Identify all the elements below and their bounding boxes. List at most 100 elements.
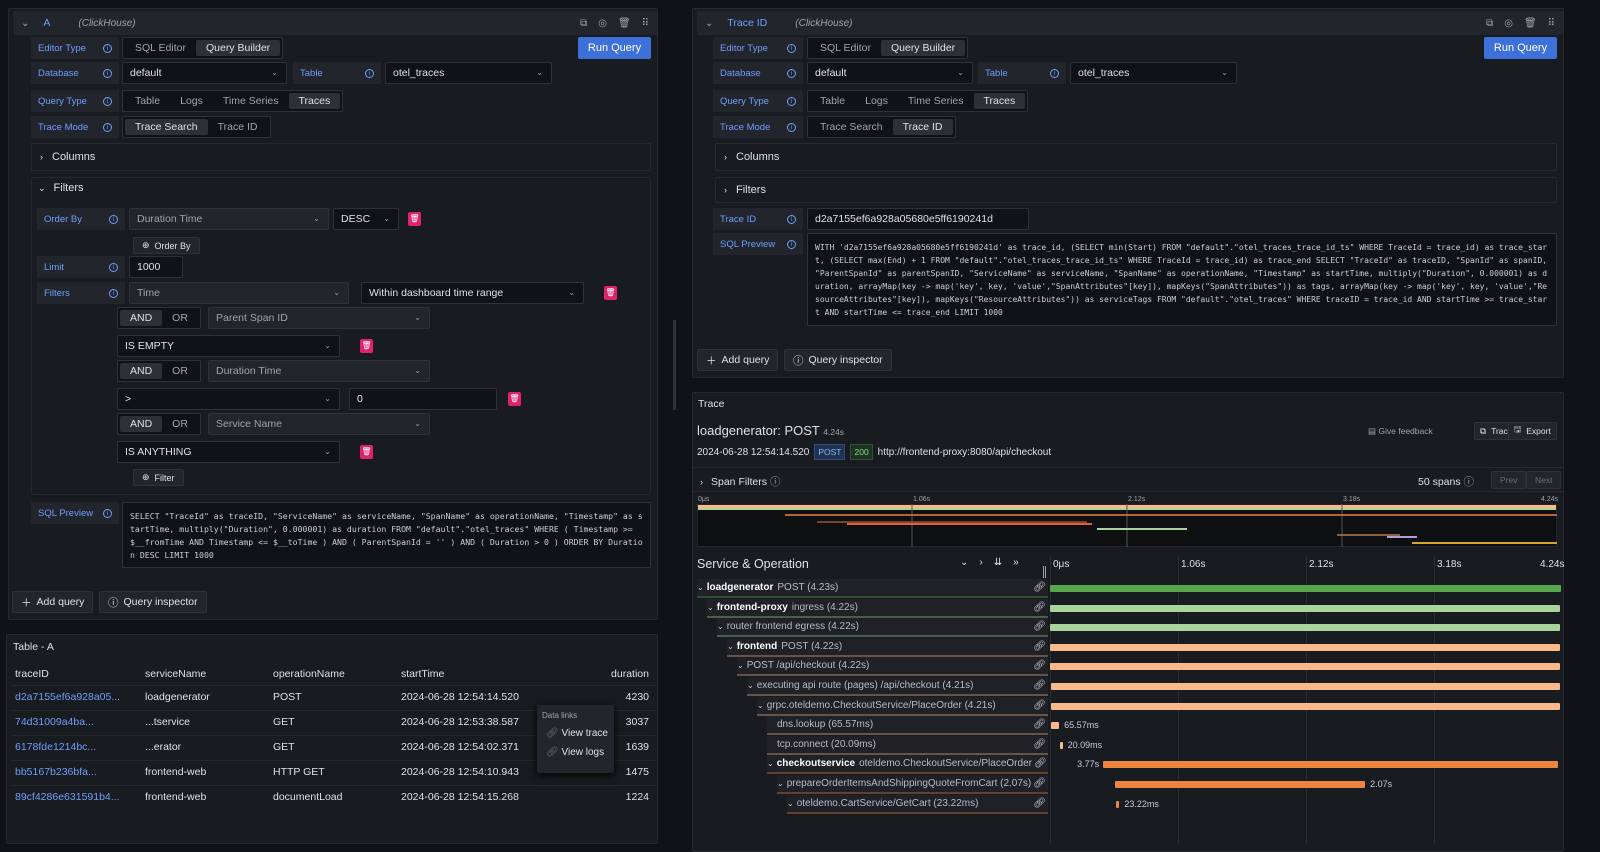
or-option[interactable]: OR xyxy=(162,310,198,326)
column-header-duration[interactable]: duration xyxy=(11,668,649,680)
filter-time-op[interactable]: Within dashboard time range⌄ xyxy=(361,282,584,304)
pane-splitter[interactable] xyxy=(673,320,676,410)
span-expand-chevron-icon[interactable]: ⌄ xyxy=(707,603,714,612)
query-type-table[interactable]: Table xyxy=(810,93,855,109)
order-by-field-select[interactable]: Duration Time⌄ xyxy=(129,208,329,230)
span-bar[interactable] xyxy=(1050,624,1560,631)
span-bar[interactable] xyxy=(1050,644,1560,651)
link-icon[interactable]: 🔗︎ xyxy=(1031,680,1048,691)
delete-filter-button[interactable]: 🗑 xyxy=(604,286,617,300)
span-filters-toggle[interactable]: ›Span Filters ⓘ xyxy=(700,474,780,489)
column-resizer[interactable] xyxy=(1043,566,1046,578)
give-feedback-link[interactable]: ▤ Give feedback xyxy=(1368,426,1433,437)
collapse-one-icon[interactable]: ⌄ xyxy=(960,557,968,568)
span-bar[interactable] xyxy=(1050,605,1560,612)
span-row[interactable]: tcp.connect (20.09ms)🔗︎ xyxy=(767,736,1048,755)
query-type-logs[interactable]: Logs xyxy=(170,93,213,109)
query-type-traces[interactable]: Traces xyxy=(974,93,1026,109)
filter2-field[interactable]: Duration Time⌄ xyxy=(208,360,430,382)
link-icon[interactable]: 🔗︎ xyxy=(1031,641,1048,652)
and-option[interactable]: AND xyxy=(120,416,162,432)
expand-one-icon[interactable]: › xyxy=(979,557,982,568)
trash-icon[interactable]: 🗑 xyxy=(1524,18,1537,29)
trace-mode-id[interactable]: Trace ID xyxy=(208,119,268,135)
filter-time-field[interactable]: Time⌄ xyxy=(129,282,349,304)
database-select[interactable]: default⌄ xyxy=(122,62,287,84)
span-bar[interactable] xyxy=(1103,761,1558,768)
next-button[interactable]: Next xyxy=(1526,471,1561,489)
export-button[interactable]: 🖫Export xyxy=(1508,422,1557,440)
menu-item-view-logs[interactable]: 🔗︎ View logs xyxy=(537,739,614,758)
order-direction-select[interactable]: DESC⌄ xyxy=(333,208,399,230)
span-bar[interactable] xyxy=(1050,663,1560,670)
span-row[interactable]: ⌄executing api route (pages) /api/checko… xyxy=(747,677,1048,696)
link-icon[interactable]: 🔗︎ xyxy=(1031,739,1048,750)
add-query-button[interactable]: ＋Add query xyxy=(697,349,778,371)
trace-mode-search[interactable]: Trace Search xyxy=(125,119,208,135)
filter2-value[interactable]: 0 xyxy=(349,388,497,410)
prev-button[interactable]: Prev xyxy=(1491,471,1526,489)
columns-section[interactable]: ›Columns xyxy=(31,143,651,171)
query-ref[interactable]: A xyxy=(43,17,50,29)
delete-filter-button[interactable]: 🗑 xyxy=(508,392,521,406)
filter1-field[interactable]: Parent Span ID⌄ xyxy=(208,307,430,329)
delete-order-by-button[interactable]: 🗑 xyxy=(408,212,421,226)
link-icon[interactable]: 🔗︎ xyxy=(1031,798,1048,809)
trace-id-input[interactable]: d2a7155ef6a928a05680e5ff6190241d xyxy=(807,208,1029,230)
delete-filter-button[interactable]: 🗑 xyxy=(360,339,373,353)
filter3-field[interactable]: Service Name⌄ xyxy=(208,413,430,435)
link-icon[interactable]: 🔗︎ xyxy=(1032,758,1049,769)
span-bar[interactable] xyxy=(1115,781,1365,788)
drag-handle-icon[interactable]: ⠿ xyxy=(1548,18,1555,29)
filter3-op[interactable]: IS ANYTHING⌄ xyxy=(117,441,340,463)
span-expand-chevron-icon[interactable]: ⌄ xyxy=(757,701,764,710)
span-expand-chevron-icon[interactable]: ⌄ xyxy=(767,759,774,768)
span-expand-chevron-icon[interactable]: ⌄ xyxy=(737,661,744,670)
span-bar[interactable] xyxy=(1050,585,1561,592)
database-select[interactable]: default⌄ xyxy=(807,62,973,84)
span-bar[interactable] xyxy=(1051,722,1059,729)
span-row[interactable]: ⌄checkoutserviceoteldemo.CheckoutService… xyxy=(767,755,1048,774)
duplicate-icon[interactable]: ⧉ xyxy=(1486,18,1493,29)
add-filter-button[interactable]: ⊕Filter xyxy=(133,469,184,486)
span-row[interactable]: ⌄prepareOrderItemsAndShippingQuoteFromCa… xyxy=(777,775,1048,794)
editor-sql[interactable]: SQL Editor xyxy=(125,40,196,56)
query-type-logs[interactable]: Logs xyxy=(855,93,898,109)
or-option[interactable]: OR xyxy=(162,416,198,432)
trash-icon[interactable]: 🗑 xyxy=(618,18,631,29)
add-order-by-button[interactable]: ⊕Order By xyxy=(133,237,200,254)
query-type-table[interactable]: Table xyxy=(125,93,170,109)
limit-input[interactable]: 1000 xyxy=(129,256,183,278)
editor-query-builder[interactable]: Query Builder xyxy=(196,40,280,56)
query-inspector-button[interactable]: ⓘQuery inspector xyxy=(99,591,207,613)
query-type-time-series[interactable]: Time Series xyxy=(213,93,289,109)
expand-all-icon[interactable]: » xyxy=(1013,557,1019,568)
link-icon[interactable]: 🔗︎ xyxy=(1031,700,1048,711)
table-select[interactable]: otel_traces⌄ xyxy=(385,62,552,84)
collapse-chevron-icon[interactable]: ⌄ xyxy=(21,18,29,29)
span-expand-chevron-icon[interactable]: ⌄ xyxy=(717,622,724,631)
span-expand-chevron-icon[interactable]: ⌄ xyxy=(697,583,704,592)
link-icon[interactable]: 🔗︎ xyxy=(1031,719,1048,730)
collapse-all-icon[interactable]: ⇊ xyxy=(994,557,1002,568)
and-option[interactable]: AND xyxy=(120,363,162,379)
run-query-button[interactable]: Run Query xyxy=(1484,37,1557,59)
trace-minimap[interactable] xyxy=(697,504,1557,547)
span-expand-chevron-icon[interactable]: ⌄ xyxy=(747,681,754,690)
or-option[interactable]: OR xyxy=(162,363,198,379)
run-query-button[interactable]: Run Query xyxy=(578,37,651,59)
filters-section-toggle[interactable]: ⌄Filters xyxy=(38,182,84,194)
span-expand-chevron-icon[interactable]: ⌄ xyxy=(787,799,794,808)
span-row[interactable]: ⌄loadgeneratorPOST (4.23s)🔗︎ xyxy=(697,579,1048,598)
filter1-op[interactable]: IS EMPTY⌄ xyxy=(117,335,340,357)
filters-section[interactable]: ›Filters xyxy=(715,177,1557,203)
collapse-chevron-icon[interactable]: ⌄ xyxy=(705,18,713,29)
span-row[interactable]: dns.lookup (65.57ms)🔗︎ xyxy=(767,716,1048,735)
add-query-button[interactable]: ＋Add query xyxy=(12,591,93,613)
span-row[interactable]: ⌄grpc.oteldemo.CheckoutService/PlaceOrde… xyxy=(757,697,1048,716)
drag-handle-icon[interactable]: ⠿ xyxy=(642,18,649,29)
span-bar[interactable] xyxy=(1051,703,1559,710)
query-inspector-button[interactable]: ⓘQuery inspector xyxy=(784,349,892,371)
query-ref[interactable]: Trace ID xyxy=(727,17,767,29)
link-icon[interactable]: 🔗︎ xyxy=(1031,778,1048,789)
